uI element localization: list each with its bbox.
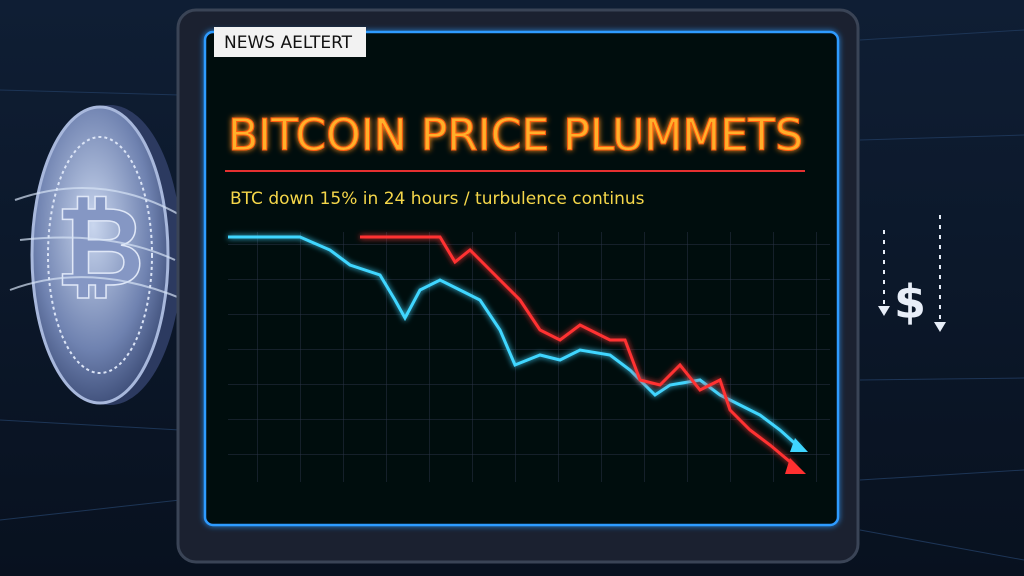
- badge-box: [214, 27, 366, 57]
- headline: BITCOIN PRICE PLUMMETS: [228, 110, 803, 161]
- coin-symbol: ₿: [55, 183, 145, 311]
- blue-line: [228, 235, 802, 450]
- bitcoin-coin: ₿: [9, 105, 186, 405]
- red-line: [360, 235, 796, 468]
- background-lines: [0, 29, 1024, 561]
- chart-grid: [228, 232, 830, 482]
- red-arrow: [785, 458, 806, 474]
- subheadline: BTC down 15% in 24 hours / turbulence co…: [230, 189, 645, 209]
- icon-symbol: $: [894, 275, 926, 329]
- badge: NEWS AELTERT: [224, 33, 353, 53]
- blue-arrow: [790, 438, 808, 452]
- dollar-icon: $: [878, 215, 946, 332]
